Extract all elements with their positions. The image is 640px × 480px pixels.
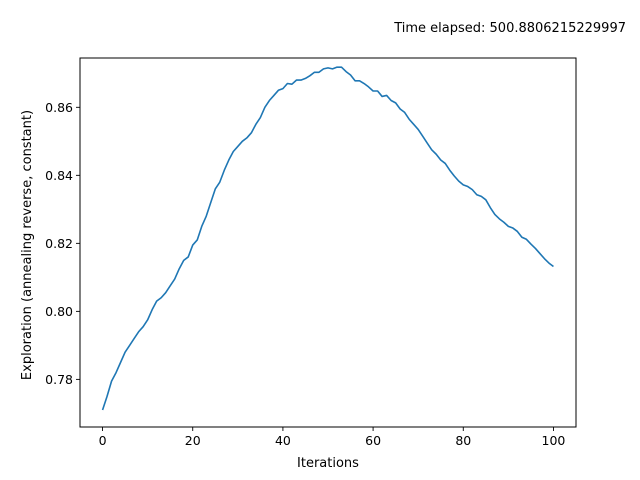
x-tick-label: 100 [542, 433, 566, 448]
y-tick-label: 0.84 [45, 168, 73, 183]
x-tick-label: 20 [185, 433, 201, 448]
x-tick-label: 0 [99, 433, 107, 448]
y-tick-label: 0.82 [45, 236, 73, 251]
y-axis-ticks: 0.78 0.80 0.82 0.84 0.86 [45, 100, 80, 387]
y-tick-label: 0.86 [45, 100, 73, 115]
x-axis-ticks: 0 20 40 60 80 100 [99, 427, 566, 448]
y-axis-label: Exploration (annealing reverse, constant… [20, 110, 35, 380]
y-tick-label: 0.80 [45, 304, 73, 319]
x-tick-label: 60 [365, 433, 381, 448]
x-axis-label: Iterations [297, 456, 359, 471]
y-tick-label: 0.78 [45, 372, 73, 387]
axes-frame [79, 57, 577, 428]
x-tick-label: 40 [275, 433, 291, 448]
plot-content [101, 66, 554, 411]
x-tick-label: 80 [455, 433, 471, 448]
series-line-0 [101, 66, 554, 411]
chart-title: Time elapsed: 500.8806215229997 [393, 21, 626, 36]
